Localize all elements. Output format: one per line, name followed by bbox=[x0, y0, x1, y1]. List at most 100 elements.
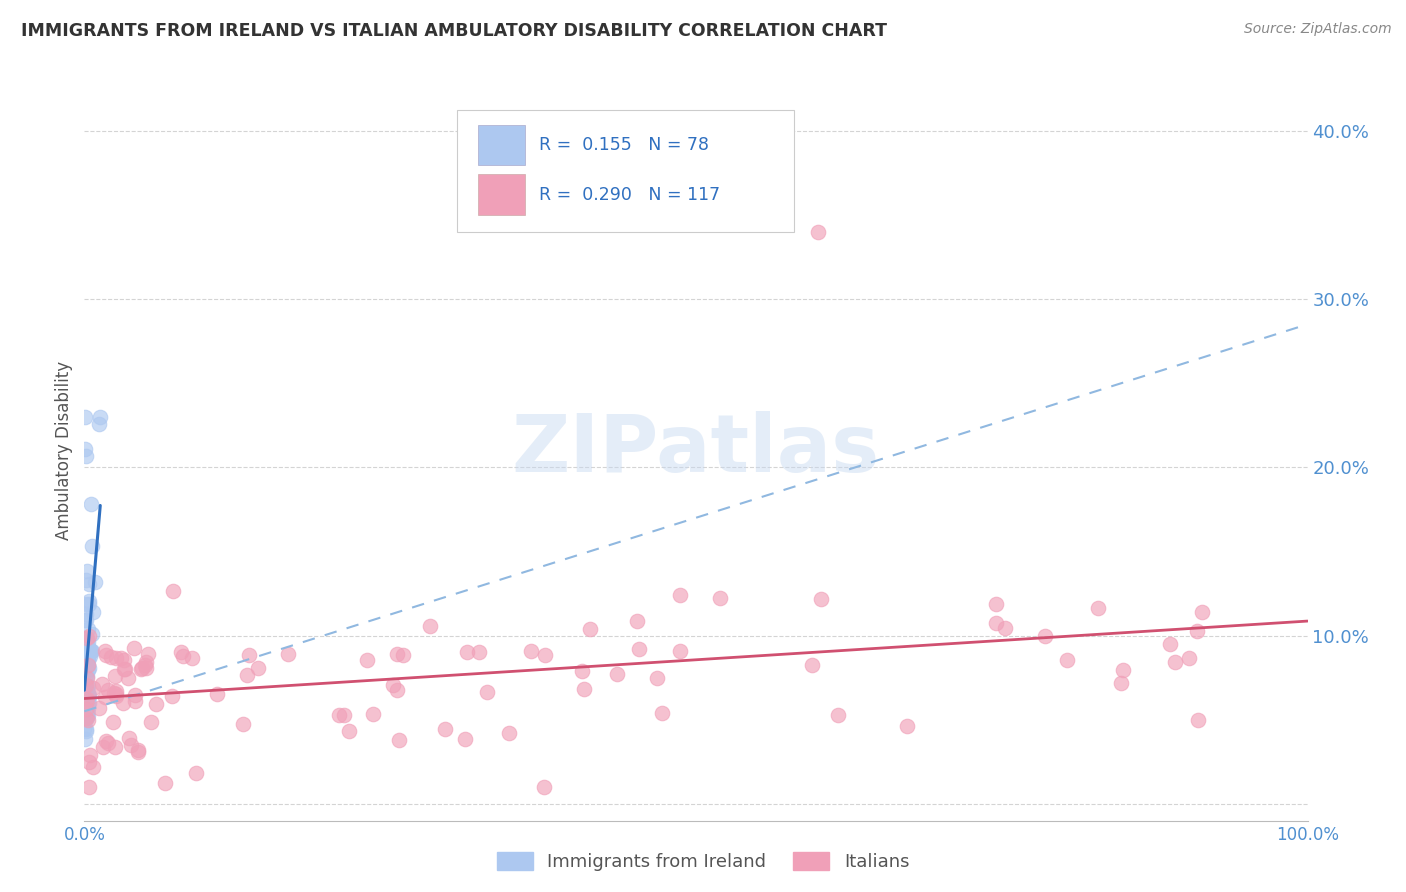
Point bbox=[520, 644, 543, 658]
Point bbox=[76, 671, 98, 685]
Point bbox=[100, 649, 122, 664]
Point bbox=[104, 651, 127, 665]
Point bbox=[75, 607, 97, 621]
Point bbox=[93, 644, 115, 658]
Point bbox=[356, 653, 378, 667]
Point bbox=[73, 442, 96, 456]
Point bbox=[79, 629, 101, 643]
Point bbox=[75, 659, 97, 673]
Point bbox=[80, 497, 103, 511]
Point bbox=[1056, 653, 1078, 667]
Point bbox=[94, 648, 117, 662]
Point bbox=[103, 686, 125, 700]
Point bbox=[1159, 637, 1181, 651]
Point bbox=[333, 707, 356, 722]
Point bbox=[82, 760, 104, 774]
Point bbox=[388, 732, 411, 747]
Point bbox=[454, 731, 477, 746]
Point bbox=[77, 707, 100, 722]
Point bbox=[76, 658, 98, 673]
Point bbox=[76, 636, 98, 650]
Point bbox=[76, 564, 98, 578]
Point bbox=[1112, 663, 1135, 677]
Point bbox=[75, 597, 97, 611]
Text: R =  0.155   N = 78: R = 0.155 N = 78 bbox=[540, 136, 710, 154]
Point bbox=[75, 449, 97, 463]
Point bbox=[73, 613, 96, 627]
Point bbox=[73, 723, 96, 737]
Point bbox=[91, 739, 114, 754]
Point bbox=[76, 682, 98, 697]
Point bbox=[73, 631, 96, 645]
Point bbox=[162, 584, 184, 599]
Point bbox=[79, 748, 101, 763]
Point bbox=[1187, 624, 1209, 639]
Point bbox=[114, 662, 136, 676]
Point bbox=[110, 651, 132, 665]
Point bbox=[456, 645, 478, 659]
Text: R =  0.290   N = 117: R = 0.290 N = 117 bbox=[540, 186, 720, 203]
Point bbox=[82, 605, 104, 619]
Point bbox=[75, 703, 97, 717]
Point bbox=[419, 619, 441, 633]
Point bbox=[90, 676, 112, 690]
Point bbox=[131, 661, 153, 675]
Point bbox=[117, 731, 139, 746]
Point bbox=[246, 661, 269, 675]
Point bbox=[76, 703, 98, 717]
Point bbox=[77, 661, 100, 675]
Point bbox=[162, 690, 184, 704]
Point bbox=[135, 655, 157, 669]
Point bbox=[651, 706, 673, 721]
Point bbox=[76, 658, 98, 673]
Point bbox=[77, 689, 100, 703]
Point bbox=[1164, 655, 1187, 669]
Point bbox=[77, 594, 100, 608]
Point bbox=[75, 678, 97, 692]
Point bbox=[627, 641, 650, 656]
Text: IMMIGRANTS FROM IRELAND VS ITALIAN AMBULATORY DISABILITY CORRELATION CHART: IMMIGRANTS FROM IRELAND VS ITALIAN AMBUL… bbox=[21, 22, 887, 40]
Point bbox=[75, 691, 97, 706]
Point bbox=[104, 740, 127, 755]
Point bbox=[533, 648, 555, 662]
Point bbox=[77, 689, 100, 703]
Point bbox=[361, 706, 384, 721]
Point bbox=[232, 717, 254, 731]
Point bbox=[80, 644, 103, 658]
Point bbox=[82, 539, 104, 553]
Point bbox=[75, 698, 97, 713]
Point bbox=[75, 722, 97, 736]
Point bbox=[578, 622, 600, 636]
Point bbox=[647, 671, 669, 685]
Point bbox=[801, 657, 824, 672]
Point bbox=[77, 577, 100, 591]
Point bbox=[433, 723, 456, 737]
Point bbox=[76, 690, 98, 705]
Point bbox=[669, 644, 692, 658]
Point bbox=[391, 648, 413, 662]
Text: ZIPatlas: ZIPatlas bbox=[512, 411, 880, 490]
Point bbox=[105, 690, 128, 704]
Point bbox=[75, 573, 97, 587]
Point bbox=[1178, 651, 1201, 665]
Point bbox=[120, 739, 142, 753]
Point bbox=[77, 653, 100, 667]
Point bbox=[77, 780, 100, 794]
Point bbox=[114, 662, 136, 676]
Point bbox=[984, 615, 1007, 630]
Point bbox=[994, 621, 1017, 635]
Point bbox=[134, 657, 156, 672]
Point bbox=[89, 409, 111, 424]
Point bbox=[112, 696, 135, 710]
Point bbox=[626, 615, 648, 629]
Point bbox=[1109, 676, 1132, 690]
Point bbox=[328, 707, 350, 722]
Point bbox=[75, 709, 97, 723]
Point bbox=[207, 687, 229, 701]
Point bbox=[75, 706, 97, 720]
Bar bbox=[478, 174, 524, 215]
Point bbox=[94, 734, 117, 748]
Point bbox=[76, 686, 98, 700]
Point bbox=[606, 666, 628, 681]
Point bbox=[76, 669, 98, 683]
